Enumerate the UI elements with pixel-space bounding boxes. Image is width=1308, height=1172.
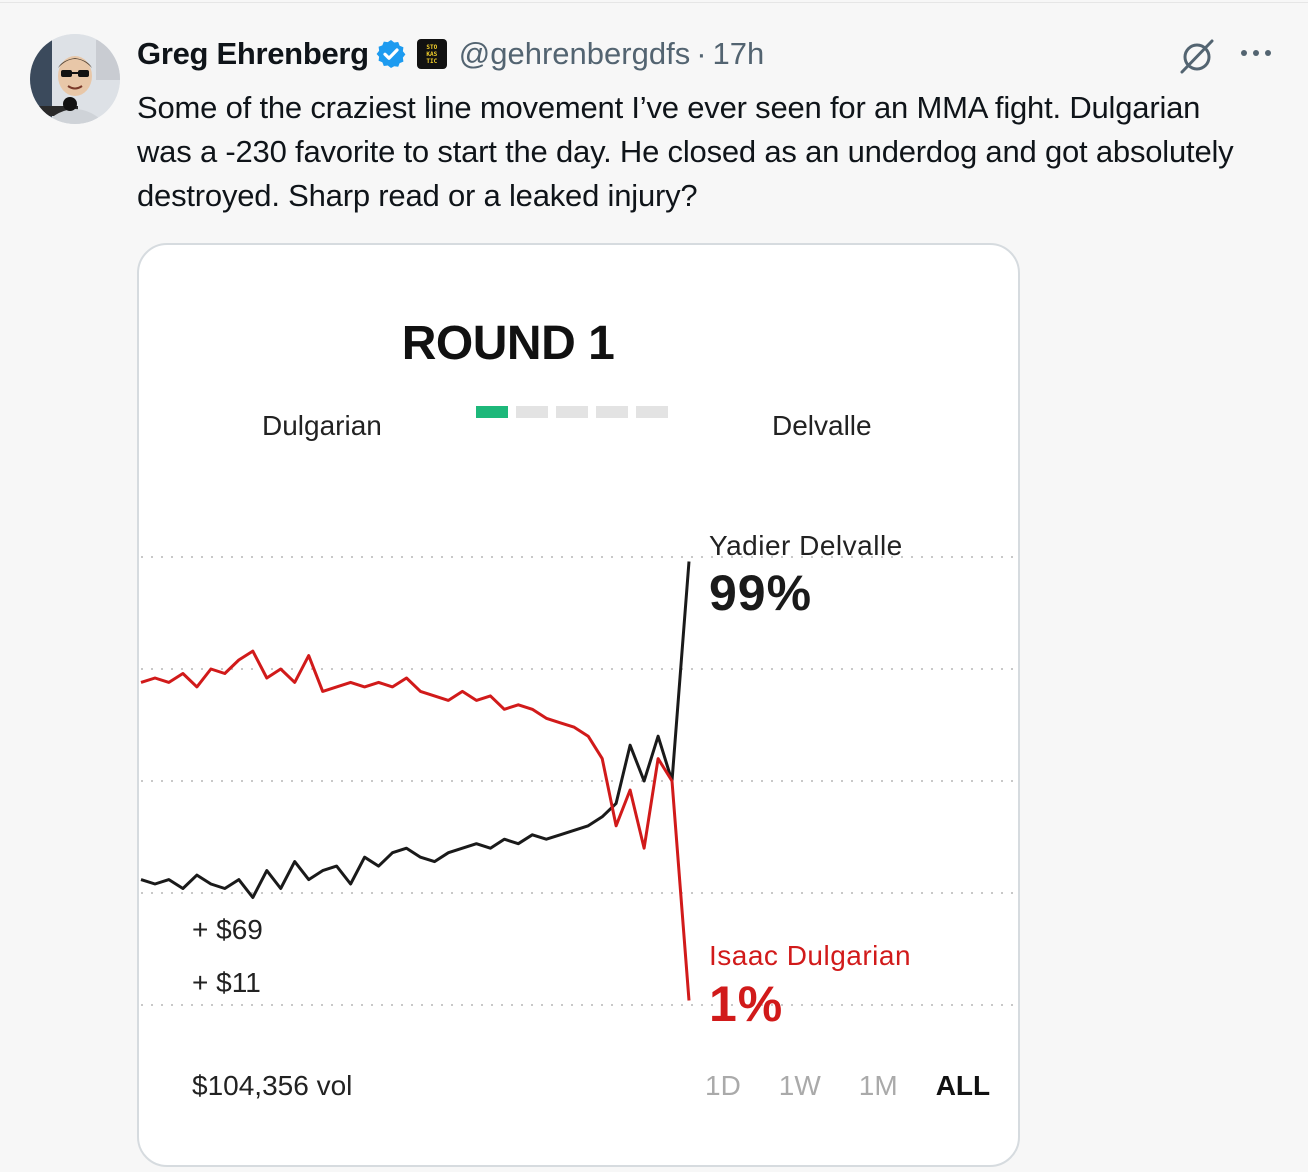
fighter-left-name: Dulgarian [262,410,382,441]
series-label-delvalle: Yadier Delvalle [709,530,903,561]
series-line-delvalle [140,561,691,899]
range-1m[interactable]: 1M [858,1070,898,1101]
avatar[interactable] [30,34,120,124]
tweet-header: Greg Ehrenberg STO KAS TIC @gehrenbergdf… [137,30,764,78]
verified-badge-icon [376,40,406,68]
embedded-image-card[interactable] [137,243,1020,1167]
round-segment-5 [636,406,668,418]
range-1w[interactable]: 1W [778,1070,821,1101]
round-segment-2 [516,406,548,418]
separator-dot: · [696,36,707,71]
time-range-selector: 1D 1W 1M ALL [705,1070,990,1102]
author-name[interactable]: Greg Ehrenberg [137,36,369,71]
series-label-dulgarian: Isaac Dulgarian [709,940,912,971]
affiliate-badge[interactable]: STO KAS TIC [416,39,447,69]
author-handle[interactable]: @gehrenbergdfs [458,36,691,71]
series-value-delvalle: 99% [709,565,813,621]
divider [0,2,1308,3]
avatar-image [30,34,120,124]
fighter-right-name: Delvalle [772,410,872,441]
range-1d[interactable]: 1D [705,1070,741,1101]
round-segment-4 [596,406,628,418]
stake-label-1: + $69 [192,914,263,945]
round-progress [476,406,668,418]
grok-icon[interactable] [1177,36,1217,76]
timestamp[interactable]: 17h [712,36,765,71]
range-all[interactable]: ALL [935,1070,991,1101]
series-line-dulgarian [140,649,691,1001]
series-value-dulgarian: 1% [709,976,784,1032]
round-segment-3 [556,406,588,418]
more-options-icon[interactable] [1238,46,1274,60]
round-title: ROUND 1 [401,317,615,370]
round-segment-1 [476,406,508,418]
stake-label-2: + $11 [192,967,261,998]
volume-label: $104,356 vol [192,1070,353,1101]
tweet-text: Some of the craziest line movement I’ve … [137,90,1234,213]
